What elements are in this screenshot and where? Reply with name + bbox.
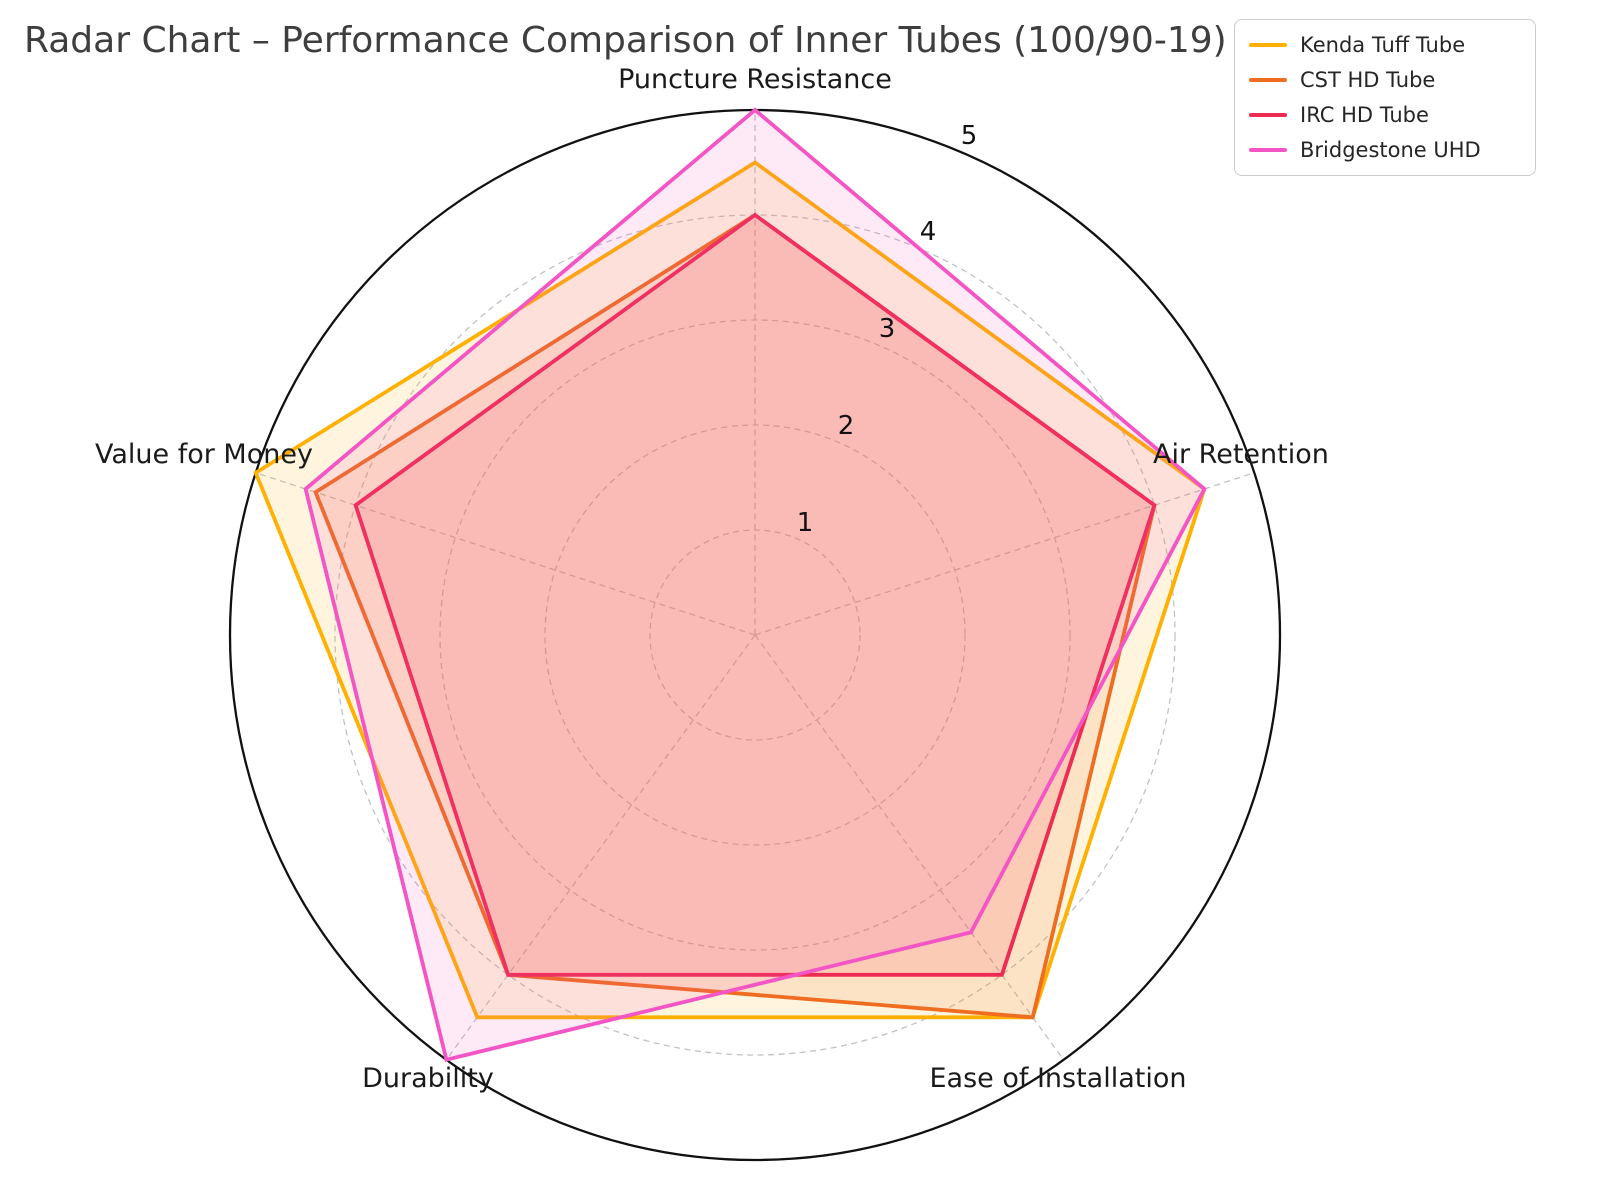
legend-item-bridgestone-uhd: Bridgestone UHD: [1249, 138, 1517, 162]
radial-tick-label-1: 1: [797, 508, 814, 538]
radar-series-kenda-tuff-tube: [253, 160, 1207, 1020]
grid-spoke-air-retention: [754, 472, 1255, 636]
legend-swatch-bridgestone-uhd: [1249, 147, 1287, 153]
chart-legend: Kenda Tuff Tube CST HD Tube IRC HD Tube …: [1234, 19, 1536, 176]
axis-label-puncture-resistance: Puncture Resistance: [618, 64, 892, 95]
axis-label-air-retention: Air Retention: [1153, 439, 1329, 470]
grid-spoke-value-for-money: [255, 472, 756, 636]
radial-tick-label-5: 5: [961, 121, 978, 151]
grid-spoke-durability: [445, 634, 756, 1061]
chart-title: Radar Chart – Performance Comparison of …: [24, 20, 1227, 61]
legend-label-kenda-tuff-tube: Kenda Tuff Tube: [1300, 33, 1466, 57]
axis-label-durability: Durability: [362, 1063, 494, 1094]
axis-label-ease-of-installation: Ease of Installation: [929, 1063, 1186, 1094]
legend-swatch-cst-hd-tube: [1249, 77, 1287, 83]
legend-swatch-kenda-tuff-tube: [1249, 42, 1287, 48]
legend-swatch-irc-hd-tube: [1249, 112, 1287, 118]
axis-label-value-for-money: Value for Money: [95, 439, 313, 470]
grid-spoke-ease-of-installation: [754, 634, 1065, 1061]
legend-item-kenda-tuff-tube: Kenda Tuff Tube: [1249, 33, 1517, 57]
radial-tick-label-3: 3: [879, 314, 896, 344]
legend-item-cst-hd-tube: CST HD Tube: [1249, 68, 1517, 92]
radar-series-irc-hd-tube: [353, 212, 1157, 977]
radar-labels: Puncture Resistance Air Retention Ease o…: [95, 64, 1329, 1094]
radial-tick-label-4: 4: [920, 217, 937, 247]
legend-label-irc-hd-tube: IRC HD Tube: [1300, 103, 1429, 127]
radial-tick-label-2: 2: [838, 411, 855, 441]
radar-series-bridgestone-uhd: [303, 107, 1207, 1062]
legend-label-bridgestone-uhd: Bridgestone UHD: [1300, 138, 1481, 162]
legend-item-irc-hd-tube: IRC HD Tube: [1249, 103, 1517, 127]
radar-series-layer: [253, 107, 1207, 1062]
legend-label-cst-hd-tube: CST HD Tube: [1300, 68, 1436, 92]
